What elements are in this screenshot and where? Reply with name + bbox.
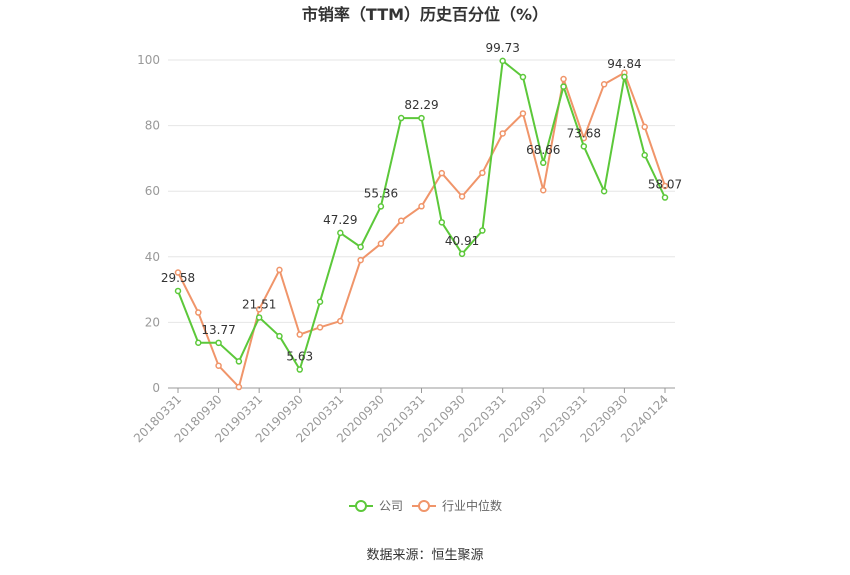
data-point [276, 332, 283, 340]
data-point [621, 73, 628, 81]
data-point [438, 219, 446, 226]
legend-label-1: 行业中位数 [442, 498, 502, 513]
legend-label-0: 公司 [379, 499, 403, 513]
data-point [580, 143, 588, 150]
data-label: 68.66 [526, 143, 560, 157]
data-label: 5.63 [286, 350, 313, 364]
data-point [195, 339, 202, 346]
data-point [458, 193, 466, 200]
data-point [661, 194, 669, 201]
data-point [255, 314, 263, 321]
data-point [255, 306, 263, 313]
data-point [661, 182, 669, 190]
data-point [174, 269, 182, 276]
data-point [377, 240, 385, 247]
y-tick-label: 80 [145, 119, 160, 133]
data-point [479, 227, 486, 234]
data-point [357, 243, 364, 251]
data-point [499, 57, 506, 65]
data-point [641, 123, 648, 131]
data-point [418, 114, 425, 122]
data-point [337, 317, 344, 325]
data-point [357, 256, 364, 264]
data-point [316, 298, 324, 305]
data-point [540, 159, 547, 167]
data-label: 73.68 [567, 126, 601, 140]
data-point [540, 186, 547, 194]
source-note: 数据来源：恒生聚源 [366, 548, 483, 563]
y-tick-label: 20 [145, 315, 160, 329]
data-point [397, 217, 405, 224]
data-point [276, 266, 283, 274]
data-point [600, 81, 608, 88]
data-point [215, 362, 222, 369]
data-point [479, 169, 486, 177]
y-tick-label: 100 [137, 53, 160, 67]
data-point [377, 203, 385, 210]
data-label: 58.07 [648, 178, 682, 192]
data-point [600, 187, 608, 195]
data-point [174, 287, 182, 295]
data-point [458, 250, 466, 258]
data-label: 21.51 [242, 297, 276, 311]
data-point [499, 130, 506, 137]
data-label: 40.91 [445, 234, 479, 248]
data-label: 47.29 [323, 213, 357, 227]
legend-swatch-marker-0 [355, 500, 367, 512]
data-point [235, 383, 243, 391]
data-point [519, 73, 527, 81]
data-point [296, 366, 303, 373]
data-point [641, 151, 648, 159]
data-label: 55.36 [364, 186, 398, 200]
data-point [215, 339, 222, 347]
data-point [418, 203, 425, 210]
data-label: 99.73 [485, 41, 519, 55]
data-point [235, 358, 243, 365]
data-label: 13.77 [201, 323, 235, 337]
series-layer [174, 57, 669, 391]
y-tick-label: 0 [152, 381, 160, 395]
data-point [337, 229, 344, 237]
data-label: 94.84 [607, 57, 641, 71]
legend-swatch-marker-1 [418, 500, 430, 512]
data-point [195, 309, 202, 316]
data-label: 82.29 [404, 98, 438, 112]
data-label: 29.58 [161, 271, 195, 285]
grid-lines [168, 59, 675, 323]
data-point [296, 331, 303, 338]
data-point [397, 114, 405, 122]
y-tick-label: 40 [145, 250, 160, 264]
data-point [316, 324, 324, 331]
data-point [560, 75, 567, 83]
chart-title: 市销率（TTM）历史百分位（%） [302, 5, 548, 24]
data-point [560, 83, 567, 90]
legend: 公司 行业中位数 [349, 498, 502, 513]
data-point [519, 110, 527, 117]
y-tick-label: 60 [145, 184, 160, 198]
data-point [438, 169, 446, 177]
data-labels: 29.58 13.77 21.51 5.63 47.29 55.36 82.29 40.91 9… [161, 41, 682, 364]
